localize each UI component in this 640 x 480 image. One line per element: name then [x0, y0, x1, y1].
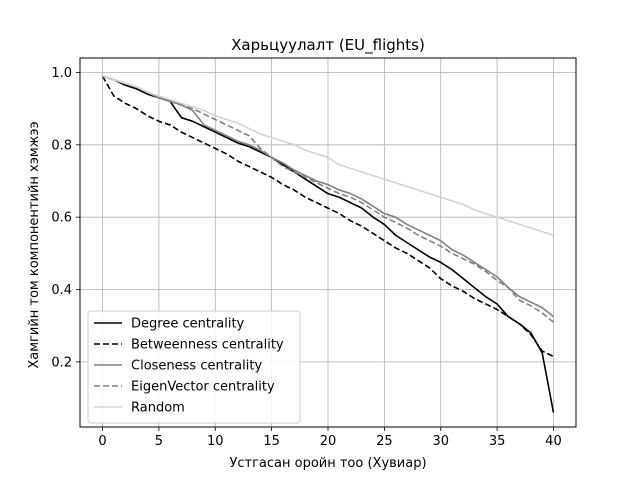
x-axis-label: Устгасан оройн тоо (Хувиар): [229, 456, 426, 471]
legend-box: [87, 310, 301, 424]
y-tick-label: 0.8: [51, 138, 72, 153]
legend-label: Degree centrality: [131, 317, 245, 332]
x-tick-label: 10: [207, 434, 224, 449]
x-tick-label: 0: [98, 434, 106, 449]
legend-label: Betweenness centrality: [131, 338, 284, 353]
legend-label: EigenVector centrality: [131, 380, 275, 395]
y-tick-label: 0.6: [51, 211, 72, 226]
legend-label: Random: [131, 401, 185, 416]
legend-label: Closeness centrality: [131, 359, 262, 374]
series-line-degree-centrality: [102, 75, 555, 413]
x-tick-label: 25: [376, 434, 393, 449]
x-tick-label: 15: [263, 434, 280, 449]
legend: Degree centrality Betweenness centrality C…: [87, 310, 301, 424]
y-axis-label: Хамгийн том компонентийн хэмжээ: [27, 121, 42, 368]
series-line-betweenness-centrality: [101, 75, 554, 358]
y-tick-label: 0.2: [51, 355, 72, 370]
y-tick-label: 1.0: [51, 66, 72, 81]
series-lines: [101, 75, 555, 413]
x-tick-label: 5: [155, 434, 163, 449]
axis-ticks: 0 5 10 15 20 25 30 35 40 0.2 0.4 0.6 0.8 1.0: [51, 66, 561, 449]
y-tick-label: 0.4: [51, 283, 72, 298]
x-tick-label: 35: [489, 434, 506, 449]
x-tick-label: 20: [320, 434, 337, 449]
series-line-eigenvector-centrality: [102, 75, 554, 323]
series-line-closeness-centrality: [102, 75, 554, 318]
chart-title: Харьцуулалт (EU_flights): [231, 36, 425, 55]
x-tick-label: 30: [432, 434, 449, 449]
series-line-random: [102, 75, 554, 237]
x-tick-label: 40: [545, 434, 562, 449]
